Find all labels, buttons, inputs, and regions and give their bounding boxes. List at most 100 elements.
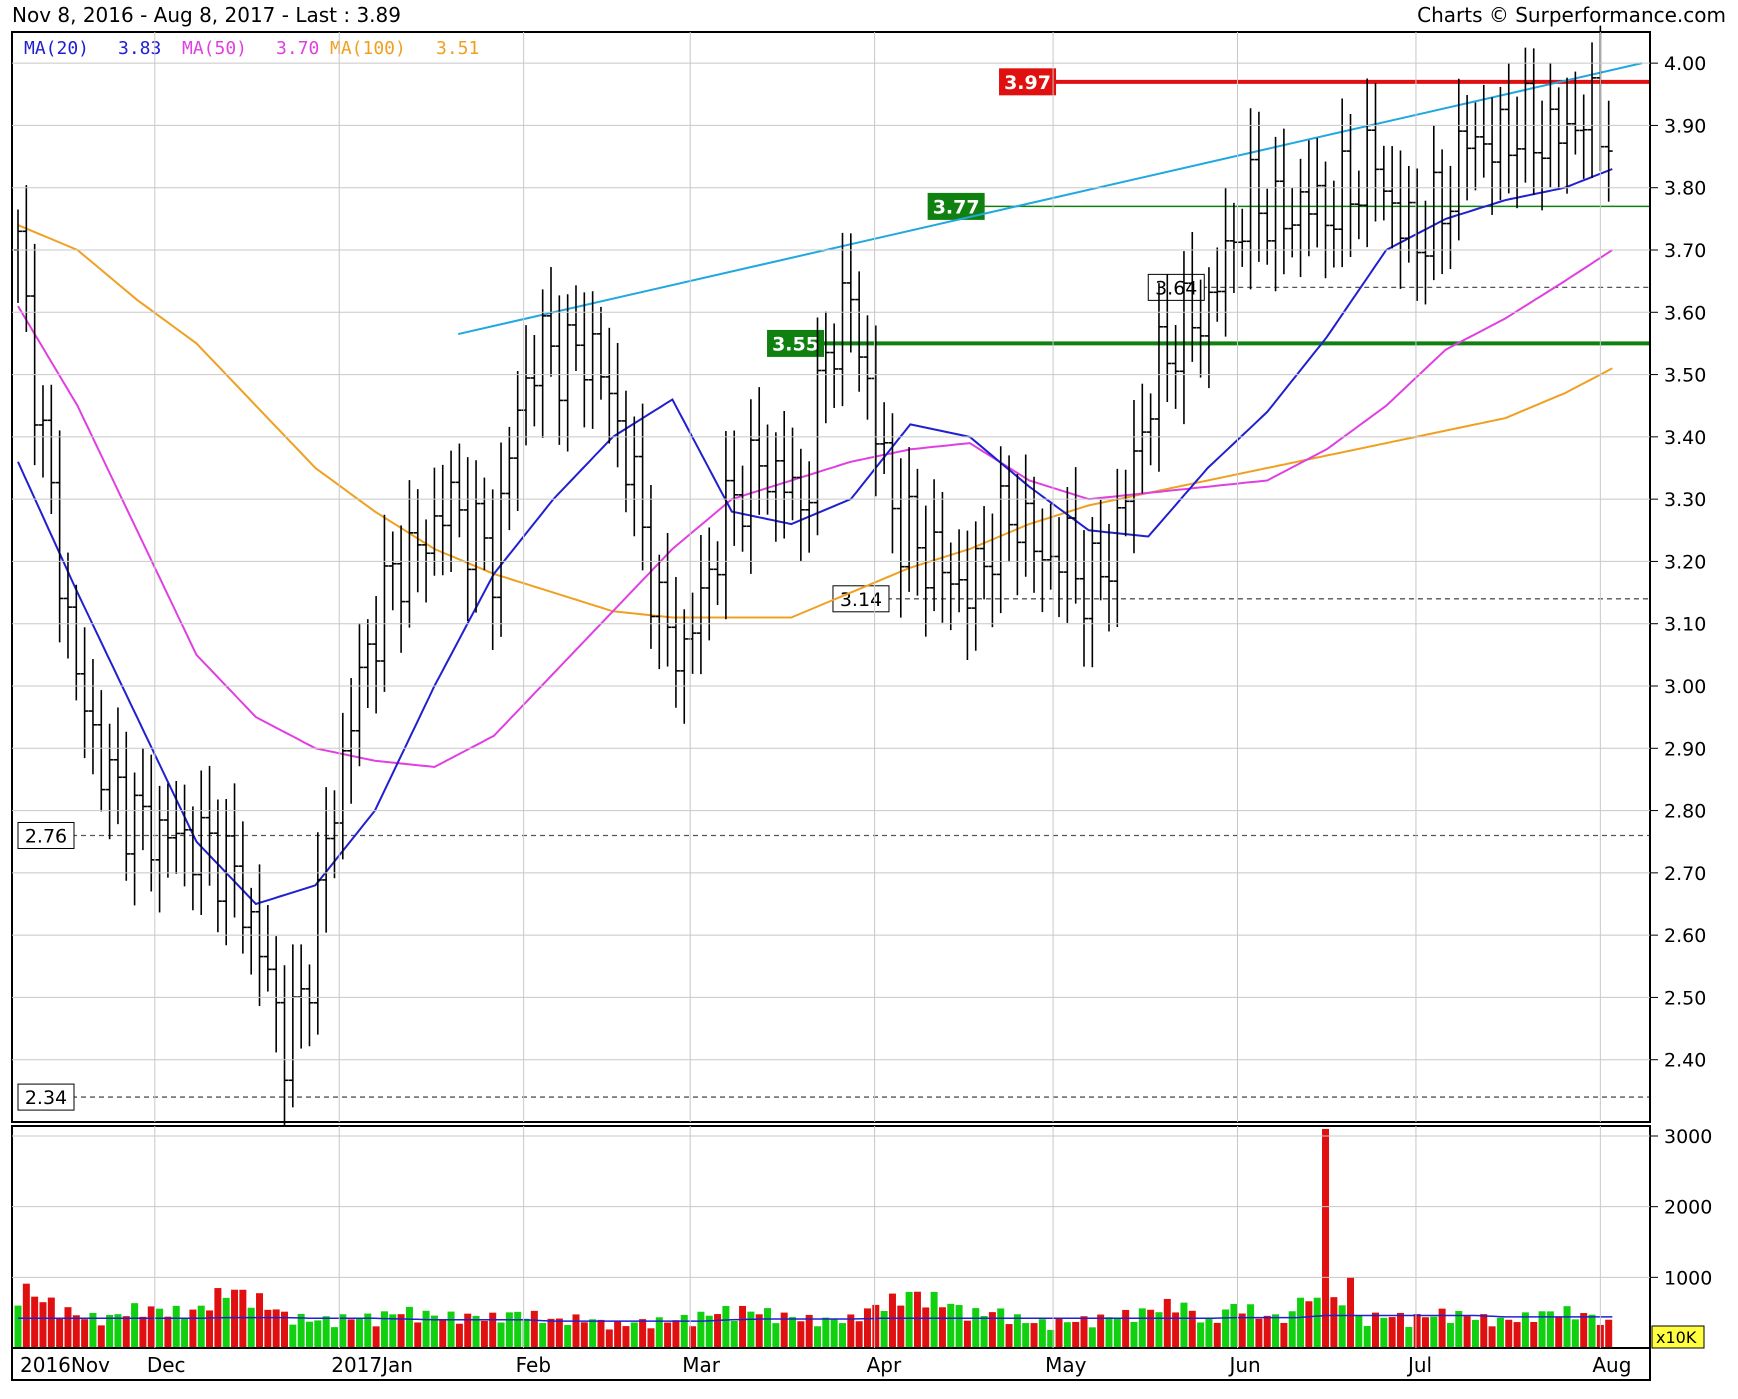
volume-bar xyxy=(1580,1313,1588,1348)
ohlc-bar xyxy=(821,311,830,424)
ohlc-bar xyxy=(896,458,905,618)
ohlc-bar xyxy=(297,944,306,1049)
level-label: 2.34 xyxy=(25,1087,67,1109)
volume-bar xyxy=(622,1326,630,1348)
legend-ma100-value: 3.51 xyxy=(436,38,479,59)
volume-bar xyxy=(1521,1312,1529,1348)
x-tick-label: Dec xyxy=(147,1353,186,1377)
ohlc-bar xyxy=(1313,138,1322,248)
ohlc-bar xyxy=(1238,208,1247,267)
ohlc-bar xyxy=(630,416,639,537)
volume-bar xyxy=(614,1321,622,1348)
price-tick-label: 3.80 xyxy=(1664,178,1706,200)
price-tick-label: 2.50 xyxy=(1664,987,1706,1009)
x-tick-label: Aug xyxy=(1592,1353,1631,1377)
volume-bar xyxy=(1238,1313,1246,1348)
volume-bar xyxy=(997,1308,1005,1348)
ohlc-bar xyxy=(588,291,597,429)
volume-bar xyxy=(605,1329,613,1348)
ohlc-bar xyxy=(796,448,805,562)
volume-bar xyxy=(805,1314,813,1348)
ohlc-bar xyxy=(455,443,464,538)
volume-bar xyxy=(755,1314,763,1348)
volume-bar xyxy=(1063,1322,1071,1348)
volume-bar xyxy=(339,1314,347,1348)
ohlc-bar xyxy=(663,532,672,667)
ohlc-bar xyxy=(1396,150,1405,289)
ohlc-bar xyxy=(846,233,855,353)
ohlc-bar xyxy=(88,659,97,775)
volume-bar xyxy=(405,1306,413,1348)
ohlc-bar xyxy=(1071,467,1080,604)
volume-bar xyxy=(247,1307,255,1348)
ohlc-bar xyxy=(97,690,106,812)
level-label: 3.77 xyxy=(933,196,980,218)
ohlc-bar xyxy=(971,521,980,651)
ohlc-bar xyxy=(988,513,997,628)
volume-bar xyxy=(56,1318,64,1348)
volume-bar xyxy=(655,1317,663,1348)
ohlc-bar xyxy=(338,712,347,860)
ohlc-bar xyxy=(1196,279,1205,378)
ohlc-bar xyxy=(547,267,556,377)
volume-bar xyxy=(647,1328,655,1348)
volume-bar xyxy=(447,1311,455,1348)
legend-ma50-value: 3.70 xyxy=(276,38,319,59)
volume-bar xyxy=(222,1297,230,1348)
chart-credit[interactable]: Charts © Surperformance.com xyxy=(1417,3,1726,27)
volume-bar xyxy=(139,1316,147,1348)
level-badge xyxy=(17,1083,75,1111)
ohlc-bar xyxy=(330,790,339,879)
ohlc-bar xyxy=(497,442,506,637)
volume-bar xyxy=(1155,1312,1163,1348)
level-label: 2.76 xyxy=(25,825,67,847)
price-tick-label: 2.70 xyxy=(1664,863,1706,885)
volume-bar xyxy=(789,1317,797,1348)
x-tick-label: May xyxy=(1045,1353,1087,1377)
volume-bar xyxy=(1338,1305,1346,1348)
ohlc-bar xyxy=(1154,283,1163,472)
volume-bar xyxy=(1305,1301,1313,1348)
ohlc-bar xyxy=(713,541,722,605)
volume-bar xyxy=(1013,1314,1021,1348)
volume-bar xyxy=(1180,1302,1188,1348)
ma20-line xyxy=(17,168,1613,906)
volume-bar xyxy=(1463,1316,1471,1348)
ohlc-bar xyxy=(613,342,622,468)
volume-bar xyxy=(1396,1312,1404,1348)
volume-bar xyxy=(1038,1319,1046,1348)
volume-bar xyxy=(564,1325,572,1348)
volume-unit-badge xyxy=(1651,1325,1705,1349)
ohlc-bar xyxy=(1513,96,1522,209)
ohlc-bar xyxy=(1229,202,1238,293)
volume-bar xyxy=(106,1315,114,1348)
ohlc-bar xyxy=(388,531,397,611)
ohlc-bar xyxy=(871,325,880,497)
ohlc-bar xyxy=(438,464,447,576)
volume-bar xyxy=(305,1321,313,1348)
ohlc-bar xyxy=(1088,517,1097,668)
volume-bar xyxy=(489,1312,497,1348)
ohlc-bar xyxy=(580,292,589,428)
ohlc-bar xyxy=(355,623,364,767)
volume-tick-label: 3000 xyxy=(1664,1126,1712,1148)
ma-legend: MA(20) 3.83 MA(50) 3.70 MA(100) 3.51 xyxy=(24,38,479,59)
ohlc-bar xyxy=(1354,170,1363,240)
volume-bar xyxy=(464,1313,472,1348)
ohlc-bar xyxy=(1288,187,1297,258)
volume-bar xyxy=(664,1322,672,1348)
volume-bar xyxy=(897,1305,905,1348)
ohlc-bar xyxy=(1221,188,1230,337)
volume-bar xyxy=(739,1305,747,1348)
ohlc-bar xyxy=(205,765,214,886)
volume-bar xyxy=(1022,1323,1030,1348)
ohlc-bar xyxy=(1371,82,1380,222)
price-tick-label: 3.60 xyxy=(1664,302,1706,324)
ohlc-bar xyxy=(1579,94,1588,179)
level-label: 3.55 xyxy=(772,333,819,355)
volume-bar xyxy=(1355,1315,1363,1348)
ohlc-bar xyxy=(1554,87,1563,189)
ohlc-bar xyxy=(1571,71,1580,155)
ohlc-bar xyxy=(655,554,664,670)
